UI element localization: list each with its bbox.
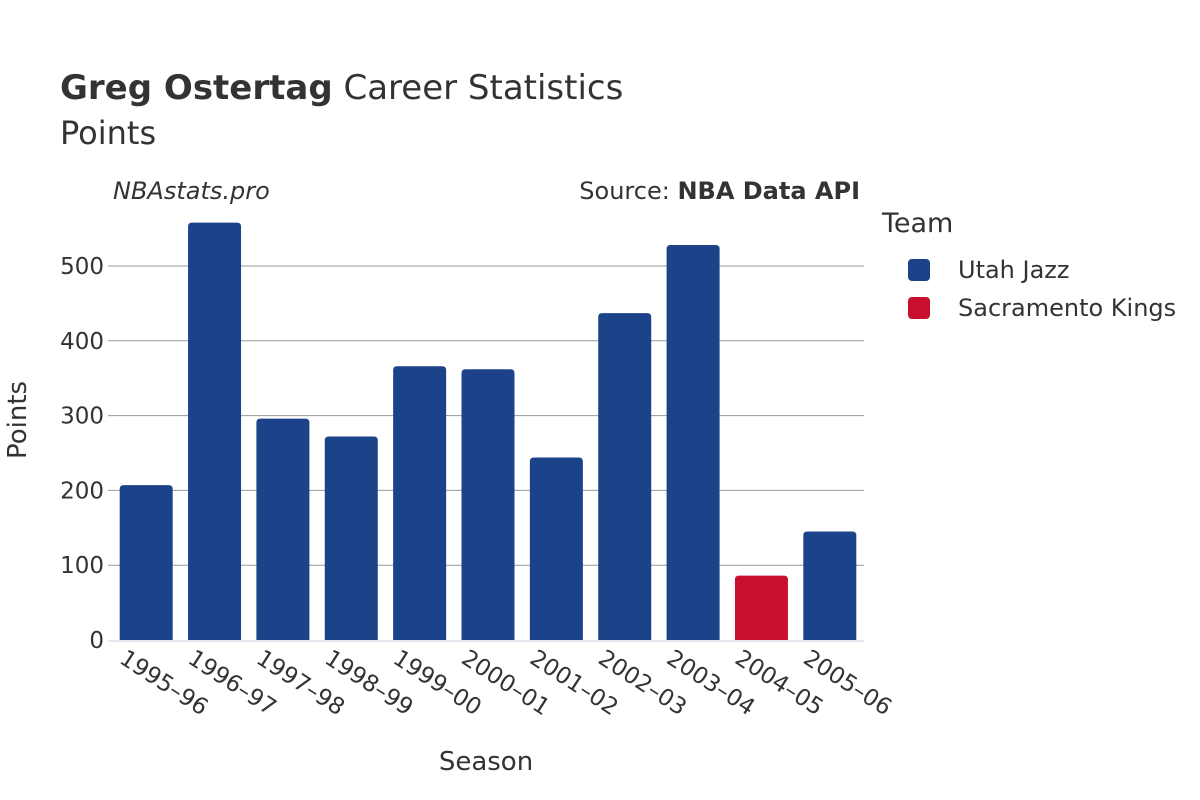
bar-1999–00 — [393, 366, 447, 640]
bar-2003–04 — [666, 245, 720, 640]
legend-label-sacramento-kings: Sacramento Kings — [958, 294, 1177, 322]
legend-title: Team — [882, 208, 954, 239]
y-tick-label-400: 400 — [60, 329, 104, 355]
x-axis-title: Season — [439, 747, 533, 777]
player-name: Greg Ostertag — [60, 68, 333, 108]
legend-item-sacramento-kings[interactable]: Sacramento Kings — [882, 289, 1176, 327]
title-rest: Career Statistics — [332, 68, 624, 108]
bar-1995–96 — [119, 485, 173, 640]
source-credit: Source: NBA Data API — [579, 177, 860, 205]
y-tick-label-500: 500 — [60, 254, 104, 280]
bar-2004–05 — [734, 575, 788, 640]
source-prefix: Source: — [579, 177, 678, 205]
y-tick-label-100: 100 — [60, 553, 104, 579]
legend-item-utah-jazz[interactable]: Utah Jazz — [882, 251, 1176, 289]
bar-2002–03 — [598, 313, 652, 640]
bar-1997–98 — [256, 418, 310, 640]
source-name: NBA Data API — [677, 177, 860, 205]
legend: Team Utah Jazz Sacramento Kings — [882, 208, 1176, 327]
legend-swatch-utah-jazz — [908, 259, 930, 281]
bar-2005–06 — [803, 531, 857, 640]
watermark: NBAstats.pro — [113, 177, 270, 205]
legend-label-utah-jazz: Utah Jazz — [958, 256, 1070, 284]
bar-1996–97 — [188, 222, 242, 640]
chart-subtitle: Points — [60, 114, 157, 152]
legend-swatch-sacramento-kings — [908, 297, 930, 319]
bar-1998–99 — [324, 436, 378, 640]
y-tick-label-0: 0 — [89, 628, 104, 654]
bar-2000–01 — [461, 369, 515, 640]
y-tick-label-200: 200 — [60, 478, 104, 504]
y-axis-title: Points — [3, 381, 33, 459]
bar-2001–02 — [529, 457, 583, 640]
y-tick-label-300: 300 — [60, 404, 104, 430]
chart-title: Greg Ostertag Career Statistics — [60, 68, 623, 108]
